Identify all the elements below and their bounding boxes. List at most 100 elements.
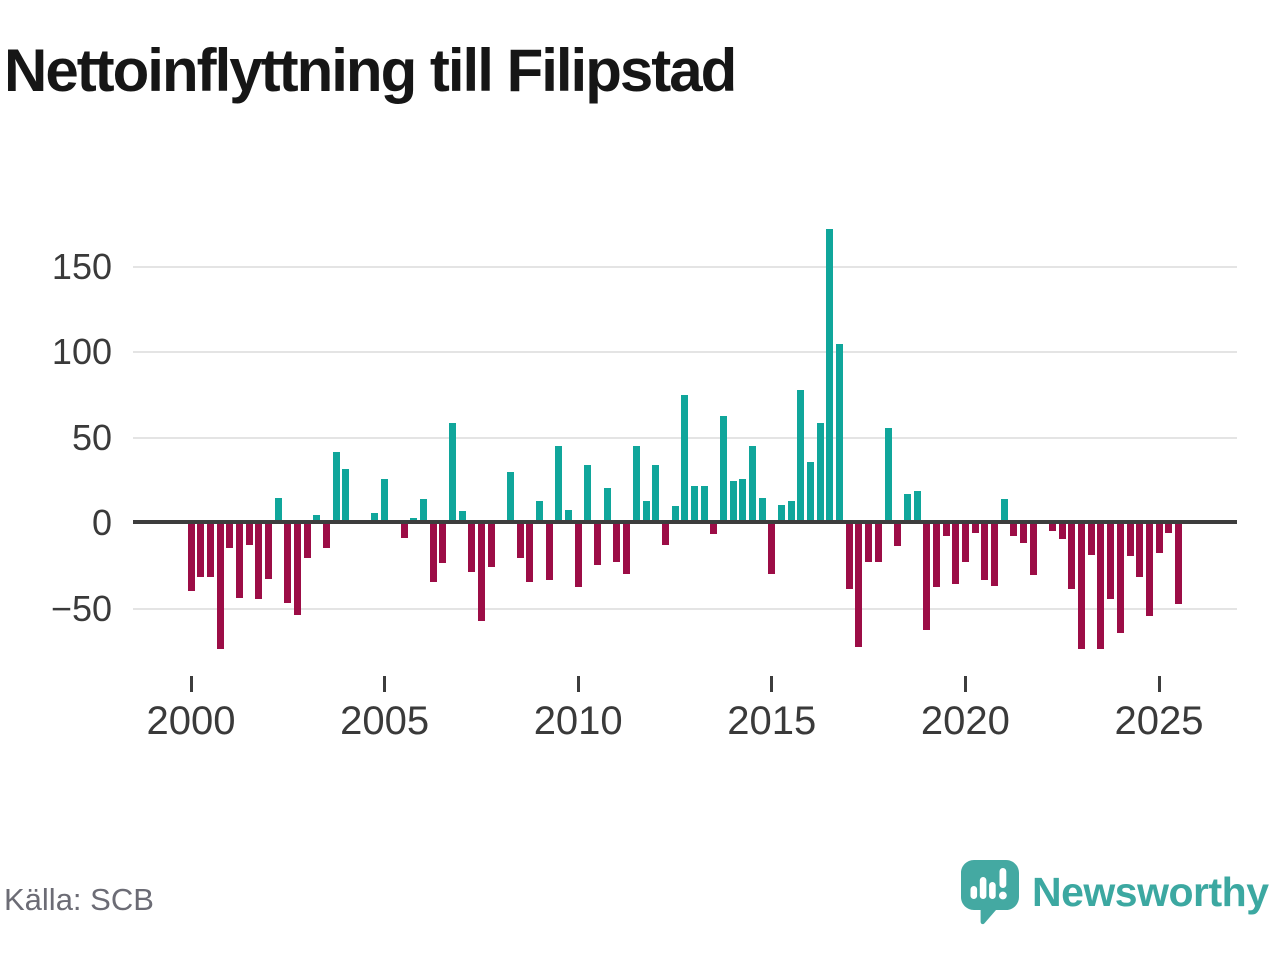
bar-negative [284, 522, 292, 603]
bar-negative [468, 522, 476, 572]
bar-positive [652, 465, 660, 522]
bar-negative [932, 522, 940, 588]
bar-negative [429, 522, 437, 583]
bar-positive [458, 511, 466, 522]
chart-title: Nettoinflyttning till Filipstad [4, 37, 737, 104]
x-axis-label-2020: 2020 [920, 699, 1010, 743]
y-axis-label--50: −50 [50, 587, 112, 629]
bar-positive [632, 446, 640, 522]
newsworthy-bubble-barchart-icon [961, 860, 1019, 925]
bar-negative [197, 522, 205, 577]
bar-positive [826, 229, 834, 522]
bar-negative [990, 522, 998, 586]
gridline--50 [133, 607, 1237, 610]
y-axis-label-0: 0 [91, 502, 112, 543]
bar-negative [1174, 522, 1182, 605]
bar-negative [1126, 522, 1134, 557]
bar-positive [448, 422, 456, 522]
bar-negative [1107, 522, 1115, 600]
x-axis-tick-2025 [1157, 676, 1161, 692]
x-axis-tick-2005 [383, 676, 387, 692]
bar-positive [603, 487, 611, 522]
bar-negative [323, 522, 330, 548]
bar-negative [768, 522, 776, 574]
bar-negative [874, 522, 882, 562]
bar-negative [264, 522, 272, 579]
bar-positive [419, 499, 427, 522]
bar-negative [623, 522, 631, 574]
x-axis-label-2015: 2015 [727, 699, 817, 743]
x-axis-tick-2015 [770, 676, 774, 692]
bar-negative [1097, 522, 1105, 649]
bar-positive [884, 427, 892, 522]
bar-negative [613, 522, 621, 562]
bar-positive [903, 494, 911, 522]
bar-positive [719, 415, 727, 522]
bar-negative [574, 522, 582, 588]
bar-positive [797, 390, 805, 522]
bar-positive [381, 478, 389, 522]
bar-negative [487, 522, 495, 567]
bar-positive [584, 465, 592, 522]
x-axis-label-2000: 2000 [146, 699, 236, 743]
bar-negative [865, 522, 873, 562]
bar-negative [1058, 522, 1066, 540]
bar-positive [681, 395, 689, 522]
x-axis-tick-2010 [576, 676, 580, 692]
source-note: Källa: SCB [4, 882, 154, 917]
bar-negative [303, 522, 311, 559]
bar-negative [1029, 522, 1037, 576]
bar-negative [294, 522, 301, 615]
bar-negative [961, 522, 969, 562]
x-axis-tick-2000 [189, 676, 193, 692]
x-axis-tick-2020 [963, 676, 967, 692]
bar-positive [332, 451, 340, 522]
bar-positive [690, 485, 698, 522]
x-axis-label-2010: 2010 [533, 699, 623, 743]
x-axis-line [133, 520, 1237, 524]
bar-negative [187, 522, 195, 591]
bar-negative [1068, 522, 1076, 589]
bar-positive [778, 504, 785, 522]
newsworthy-logo-text: Newsworthy [1032, 868, 1269, 915]
newsworthy-logo: Newsworthy [960, 858, 1276, 926]
bar-negative [894, 522, 902, 547]
y-axis-label-150: 150 [51, 245, 112, 287]
bar-negative [1165, 522, 1173, 533]
bar-positive [787, 501, 795, 522]
bar-negative [942, 522, 950, 536]
bar-negative [545, 522, 553, 581]
bar-negative [1087, 522, 1095, 555]
bar-negative [226, 522, 234, 548]
bar-positive [371, 513, 379, 522]
bar-negative [923, 522, 931, 631]
bar-negative [1010, 522, 1018, 536]
bar-positive [671, 506, 679, 522]
bar-negative [400, 522, 408, 538]
bar-negative [439, 522, 447, 564]
bar-positive [274, 497, 282, 522]
bar-positive [748, 446, 756, 522]
bar-positive [913, 490, 921, 522]
x-axis-label-2025: 2025 [1114, 699, 1204, 743]
bar-positive [506, 472, 514, 522]
bar-negative [1136, 522, 1144, 577]
bar-negative [255, 522, 263, 600]
bar-negative [235, 522, 243, 598]
bar-positive [342, 468, 350, 522]
bar-positive [836, 343, 844, 522]
bar-negative [526, 522, 534, 583]
bar-positive [642, 501, 650, 522]
bar-positive [565, 509, 572, 522]
bar-negative [1145, 522, 1153, 617]
bar-positive [816, 422, 824, 522]
bar-negative [245, 522, 253, 545]
bar-negative [516, 522, 524, 559]
bar-positive [700, 485, 708, 522]
bar-negative [952, 522, 960, 584]
bar-negative [1049, 522, 1056, 531]
bar-positive [758, 497, 766, 522]
bar-negative [477, 522, 485, 622]
